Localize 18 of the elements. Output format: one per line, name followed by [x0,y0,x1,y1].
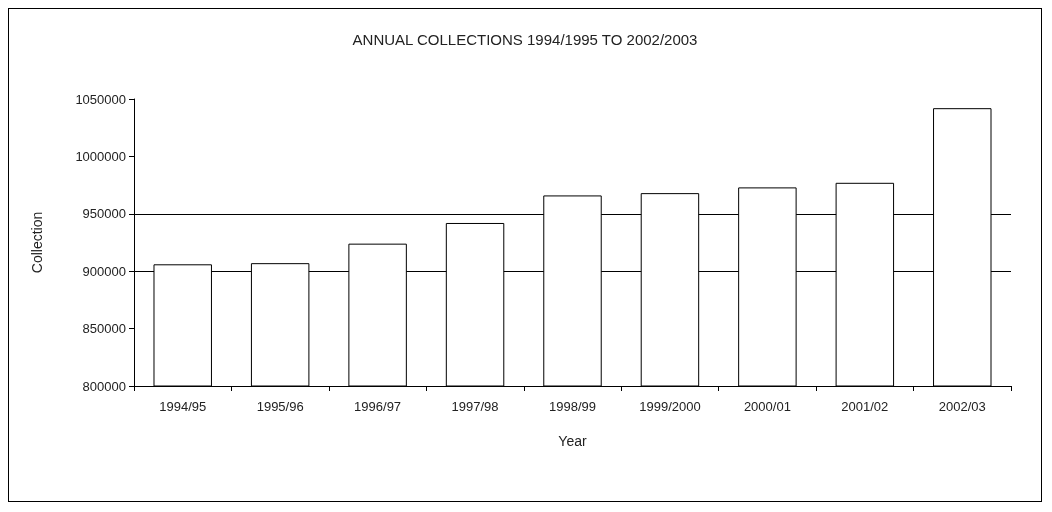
x-tick-label: 2000/01 [743,399,791,414]
y-tick-label: 850000 [82,321,126,337]
y-tick-label: 1050000 [75,91,126,107]
x-tick-label: 1999/2000 [639,399,701,414]
x-tick-label: 1997/98 [451,399,499,414]
x-tick-label: 1994/95 [159,399,207,414]
x-tick-label: 1998/99 [549,399,596,414]
x-tick-label: 1995/96 [256,399,304,414]
chart-title: ANNUAL COLLECTIONS 1994/1995 TO 2002/2003 [352,31,698,48]
x-tick-label: 2002/03 [938,399,986,414]
y-tick-label: 800000 [82,378,126,394]
y-tick-label: 1000000 [75,148,126,164]
y-tick-label: 950000 [82,206,126,222]
y-tick-label: 900000 [82,263,126,279]
x-tick-label: 2001/02 [841,399,889,414]
y-axis-title: Collection [29,211,45,274]
x-axis-title: Year [558,433,587,449]
x-tick-label: 1996/97 [354,399,402,414]
